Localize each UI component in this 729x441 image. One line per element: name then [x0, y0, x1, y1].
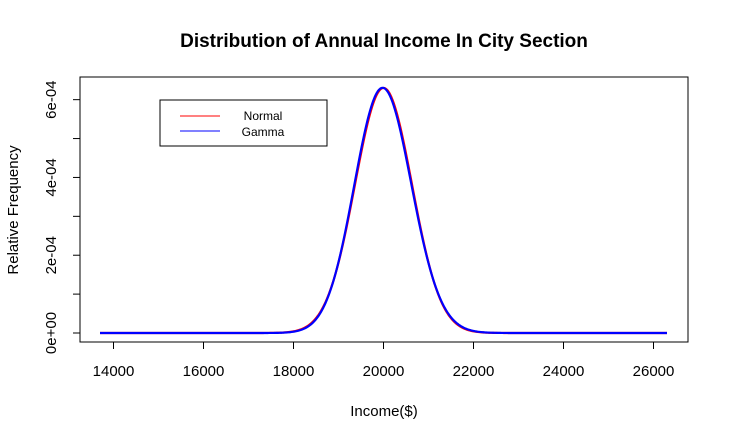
legend: Normal Gamma	[159, 99, 328, 147]
y-axis: 0e+00 2e-04 4e-04 6e-04	[43, 80, 81, 354]
series-layer	[100, 86, 667, 335]
x-tick-label: 24000	[543, 363, 585, 380]
y-tick-label: 6e-04	[43, 80, 60, 118]
legend-box	[159, 99, 328, 147]
x-tick-label: 18000	[273, 363, 315, 380]
x-tick-label: 22000	[453, 363, 495, 380]
x-tick-label: 20000	[363, 363, 405, 380]
x-axis-label: Income($)	[350, 403, 418, 420]
x-axis: 14000 16000 18000 20000 22000 24000 26000	[93, 341, 675, 380]
legend-label-gamma: Gamma	[242, 125, 285, 139]
y-tick-label: 2e-04	[43, 236, 60, 274]
x-tick-label: 14000	[93, 363, 135, 380]
y-axis-label: Relative Frequency	[5, 145, 22, 275]
chart-title: Distribution of Annual Income In City Se…	[180, 31, 588, 52]
x-tick-label: 26000	[633, 363, 675, 380]
series-line-gamma	[100, 86, 667, 335]
y-tick-label: 4e-04	[43, 158, 60, 196]
x-tick-label: 16000	[183, 363, 225, 380]
y-tick-label: 0e+00	[43, 312, 60, 354]
legend-label-normal: Normal	[244, 109, 283, 123]
